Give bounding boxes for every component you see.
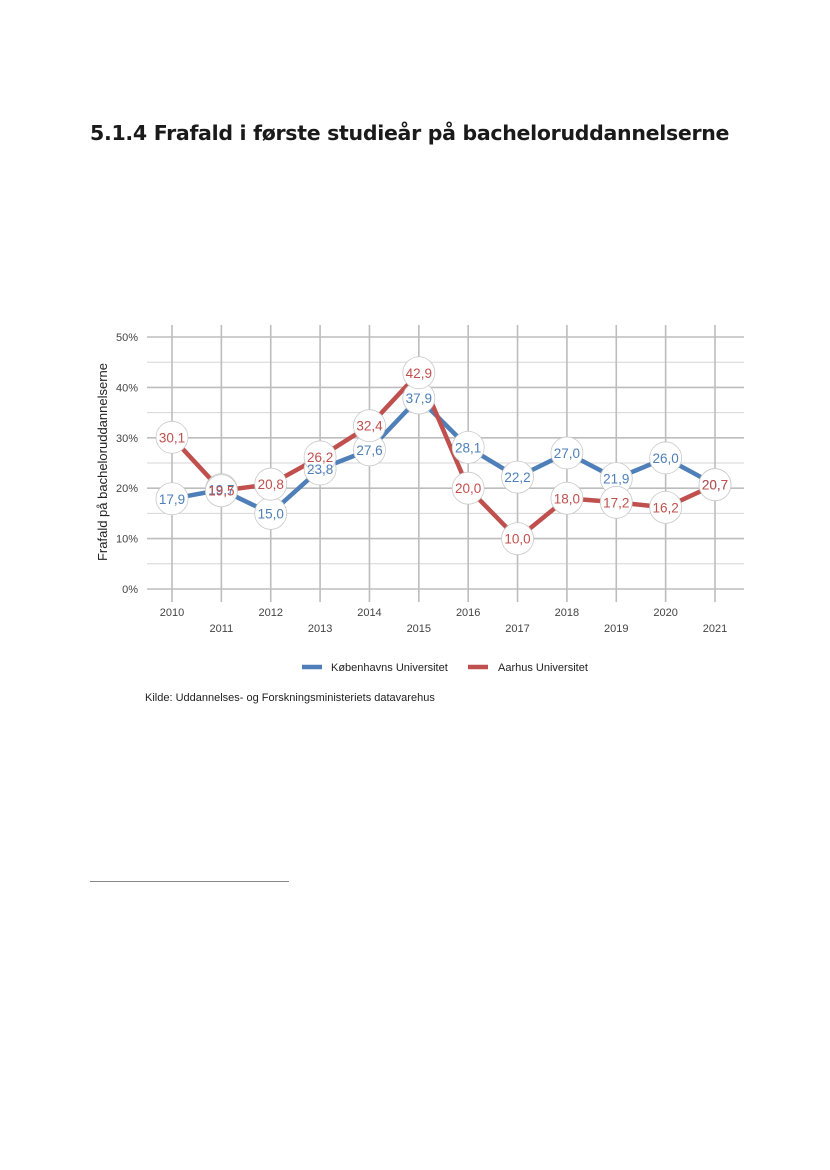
data-point xyxy=(303,440,337,474)
data-label: 20,8 xyxy=(258,477,284,492)
footnote-divider xyxy=(90,881,289,882)
data-label: 27,0 xyxy=(554,446,580,461)
x-axis-ticks: 2010 2011 2012 2013 2014 2015 2016 2017 2018 2019… xyxy=(160,607,727,635)
dropout-line-chart: 0%10%20%30%40%50% 2010201120122013201420… xyxy=(95,325,744,674)
data-point xyxy=(155,482,189,516)
data-label: 20,7 xyxy=(702,478,728,493)
legend-entry: Aarhus Universitet xyxy=(498,662,588,674)
x-tick-label: 2012 xyxy=(258,607,282,619)
data-point xyxy=(550,481,584,515)
data-point xyxy=(501,522,534,555)
data-label: 26,2 xyxy=(307,450,333,465)
x-tick-label: 2011 xyxy=(210,623,234,635)
x-tick-label: 2013 xyxy=(308,623,332,635)
data-point xyxy=(155,420,189,454)
data-point xyxy=(649,441,683,475)
y-axis-label: Frafald på bacheloruddannelserne xyxy=(95,363,110,561)
y-tick-label: 40% xyxy=(116,382,138,394)
x-tick-label: 2014 xyxy=(357,607,381,619)
data-point xyxy=(451,471,485,505)
data-label: 37,9 xyxy=(406,391,432,406)
data-point xyxy=(599,485,633,519)
data-point xyxy=(402,356,436,390)
data-label: 27,6 xyxy=(356,443,382,458)
x-tick-label: 2019 xyxy=(604,623,628,635)
data-label: 17,9 xyxy=(159,492,185,507)
data-label: 16,2 xyxy=(652,500,678,515)
data-label: 17,2 xyxy=(603,495,629,510)
data-point xyxy=(353,409,386,443)
chart-legend: Københavns Universitet Aarhus Universitet xyxy=(302,662,588,674)
x-tick-label: 2017 xyxy=(505,623,529,635)
data-point xyxy=(501,460,534,494)
y-axis-ticks: 0% 10% 20% 30% 40% 50% xyxy=(116,332,138,596)
data-point xyxy=(649,490,683,524)
y-tick-label: 50% xyxy=(116,332,138,344)
legend-entry: Københavns Universitet xyxy=(331,662,448,674)
data-point xyxy=(204,474,238,508)
series-line xyxy=(171,395,717,516)
x-tick-label: 2010 xyxy=(160,607,184,619)
y-tick-label: 10% xyxy=(116,534,138,546)
data-point xyxy=(698,468,732,502)
source-note: Kilde: Uddannelses- og Forskningsministe… xyxy=(145,692,435,704)
x-tick-label: 2020 xyxy=(653,607,677,619)
x-tick-label: 2016 xyxy=(456,607,480,619)
data-label: 10,0 xyxy=(504,532,530,547)
data-label: 19,7 xyxy=(208,483,234,498)
data-label: 21,9 xyxy=(603,472,629,487)
section-heading: 5.1.4 Frafald i første studieår på bache… xyxy=(90,121,730,145)
data-label: 19,5 xyxy=(208,484,234,499)
series-labels: 17,9 19,7 15,0 23,8 27,6 37,9 28,1 22,2 27,0 21,9… xyxy=(155,356,732,555)
data-label: 30,1 xyxy=(159,430,185,445)
x-tick-label: 2015 xyxy=(407,623,431,635)
data-label: 22,2 xyxy=(504,470,530,485)
data-label: 26,0 xyxy=(652,451,678,466)
data-label: 15,0 xyxy=(258,506,284,521)
x-tick-label: 2021 xyxy=(703,623,727,635)
data-point xyxy=(451,430,485,464)
x-tick-label: 2018 xyxy=(555,607,579,619)
data-label: 42,9 xyxy=(406,366,432,381)
y-tick-label: 30% xyxy=(116,433,138,445)
data-label: 20,0 xyxy=(455,481,481,496)
y-tick-label: 20% xyxy=(116,483,138,495)
data-label: 23,8 xyxy=(307,462,333,477)
data-label: 18,0 xyxy=(554,491,580,506)
data-label: 32,4 xyxy=(356,419,383,434)
y-tick-label: 0% xyxy=(122,584,138,596)
data-point xyxy=(550,436,584,470)
data-point xyxy=(254,467,288,501)
data-label: 20,7 xyxy=(702,478,728,493)
data-label: 28,1 xyxy=(455,440,481,455)
